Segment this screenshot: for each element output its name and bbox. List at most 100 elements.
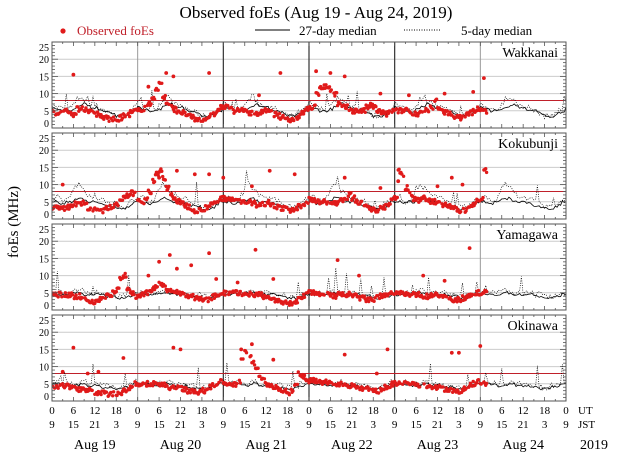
observed-point [250,109,254,114]
observed-point [149,102,153,106]
observed-point [120,116,125,120]
observed-point [367,299,371,304]
observed-point [301,292,306,296]
x-tick-label-ut: 6 [242,405,248,417]
observed-point [83,109,87,114]
x-tick-label-jst: 9 [563,419,569,431]
observed-point [444,295,449,299]
observed-point [144,289,149,293]
observed-point [260,291,264,295]
y-tick-label: 5 [44,107,49,118]
observed-point [278,71,283,75]
observed-point [352,111,357,115]
y-tick-label: 15 [39,254,49,265]
observed-point [308,380,312,384]
observed-point [56,204,60,209]
observed-point [121,356,126,360]
ut-label: UT [578,405,593,417]
observed-point [96,369,101,374]
observed-point [63,291,68,295]
observed-point [310,196,314,200]
observed-point [176,201,180,205]
observed-point [71,72,76,77]
observed-point [120,198,125,202]
observed-point [178,293,183,297]
observed-point [111,390,116,394]
observed-point [101,211,105,215]
x-tick-label-ut: 18 [111,405,123,417]
observed-point [231,384,235,388]
plot-area [52,69,566,124]
observed-point [142,108,146,113]
observed-point [123,271,127,276]
observed-point [56,386,60,390]
observed-point [467,246,472,251]
y-tick-label: 0 [44,119,49,130]
observed-point [226,103,230,108]
day-label: Aug 19 [74,438,116,453]
observed-point [150,289,154,293]
observed-point [60,182,65,187]
observed-point [163,93,167,98]
observed-point [145,196,150,200]
observed-point [344,106,349,110]
observed-point [346,294,350,298]
x-tick-label-jst: 15 [239,419,251,431]
observed-point [60,369,65,374]
observed-point [185,202,189,206]
observed-point [435,184,440,189]
y-tick-label: 20 [39,55,49,66]
observed-point [234,384,238,388]
observed-point [106,115,110,119]
observed-point [335,103,340,108]
y-tick-label: 20 [39,328,49,339]
x-tick-label-ut: 12 [432,405,443,417]
observed-point [341,199,345,204]
observed-point [237,198,242,202]
observed-point [197,116,201,121]
observed-point [413,195,417,200]
observed-point [165,384,169,388]
x-tick-label-ut: 18 [196,405,208,417]
observed-point [247,294,251,298]
observed-point [460,114,465,118]
x-tick-label-ut: 18 [539,405,551,417]
observed-point [254,110,259,115]
median-5day-line [52,90,566,120]
jst-label: JST [578,419,595,431]
observed-point [281,113,285,118]
observed-point [240,106,244,111]
observed-point [109,390,113,395]
observed-point [471,379,475,384]
observed-point [339,380,343,384]
observed-point [111,115,116,119]
plot-area [52,246,566,307]
x-tick-label-jst: 21 [261,419,272,431]
observed-point [384,114,389,118]
y-tick-label: 5 [44,198,49,209]
observed-point [362,106,366,111]
observed-point [358,387,362,392]
observed-point [312,197,317,201]
observed-point [383,294,387,299]
observed-point [161,174,165,179]
observed-point [388,385,392,390]
observed-point [142,201,146,206]
observed-point [61,382,65,386]
observed-point [441,385,445,389]
observed-point [237,378,242,382]
observed-point [60,295,64,299]
observed-point [107,119,111,124]
observed-point [319,379,324,384]
observed-point [405,184,409,188]
observed-point [183,110,187,115]
x-tick-label-jst: 3 [456,419,462,431]
observed-point [117,286,121,290]
y-tick-label: 25 [39,43,49,54]
x-tick-label-ut: 0 [563,405,569,417]
observed-point [71,345,76,350]
x-tick-label-ut: 6 [71,405,77,417]
observed-point [178,347,183,352]
